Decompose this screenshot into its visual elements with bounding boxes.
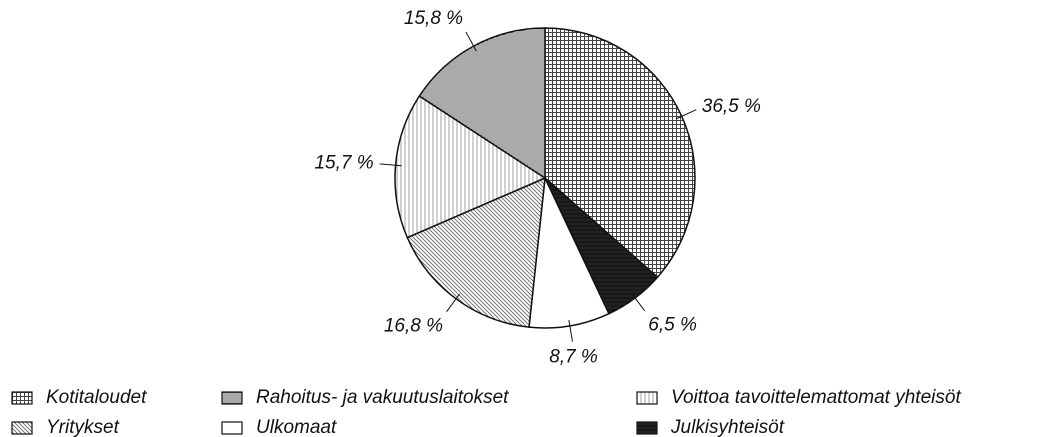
legend-label: Ulkomaat (256, 417, 337, 437)
legend-label: Rahoitus- ja vakuutuslaitokset (256, 387, 509, 408)
data-label: 15,8 % (404, 8, 463, 29)
legend-swatch (636, 391, 658, 405)
legend-swatch (11, 391, 33, 405)
legend-label: Voittoa tavoittelemattomat yhteisöt (671, 387, 961, 408)
data-label: 8,7 % (549, 347, 598, 368)
legend-swatch (221, 391, 243, 405)
legend-swatch (221, 421, 243, 435)
data-label: 16,8 % (384, 316, 443, 337)
leader-line (568, 319, 574, 342)
data-label: 15,7 % (314, 152, 373, 173)
leader-line (465, 31, 477, 52)
legend-label: Kotitaloudet (46, 387, 147, 408)
data-label: 6,5 % (648, 315, 697, 336)
leader-line (676, 109, 697, 120)
leader-line (379, 163, 402, 167)
leader-line (631, 292, 646, 312)
legend-swatch (11, 421, 33, 435)
leader-line (446, 293, 461, 312)
data-label: 36,5 % (702, 96, 761, 117)
legend-swatch (636, 421, 658, 435)
legend-label: Yritykset (46, 417, 120, 437)
legend-label: Julkisyhteisöt (670, 417, 785, 437)
